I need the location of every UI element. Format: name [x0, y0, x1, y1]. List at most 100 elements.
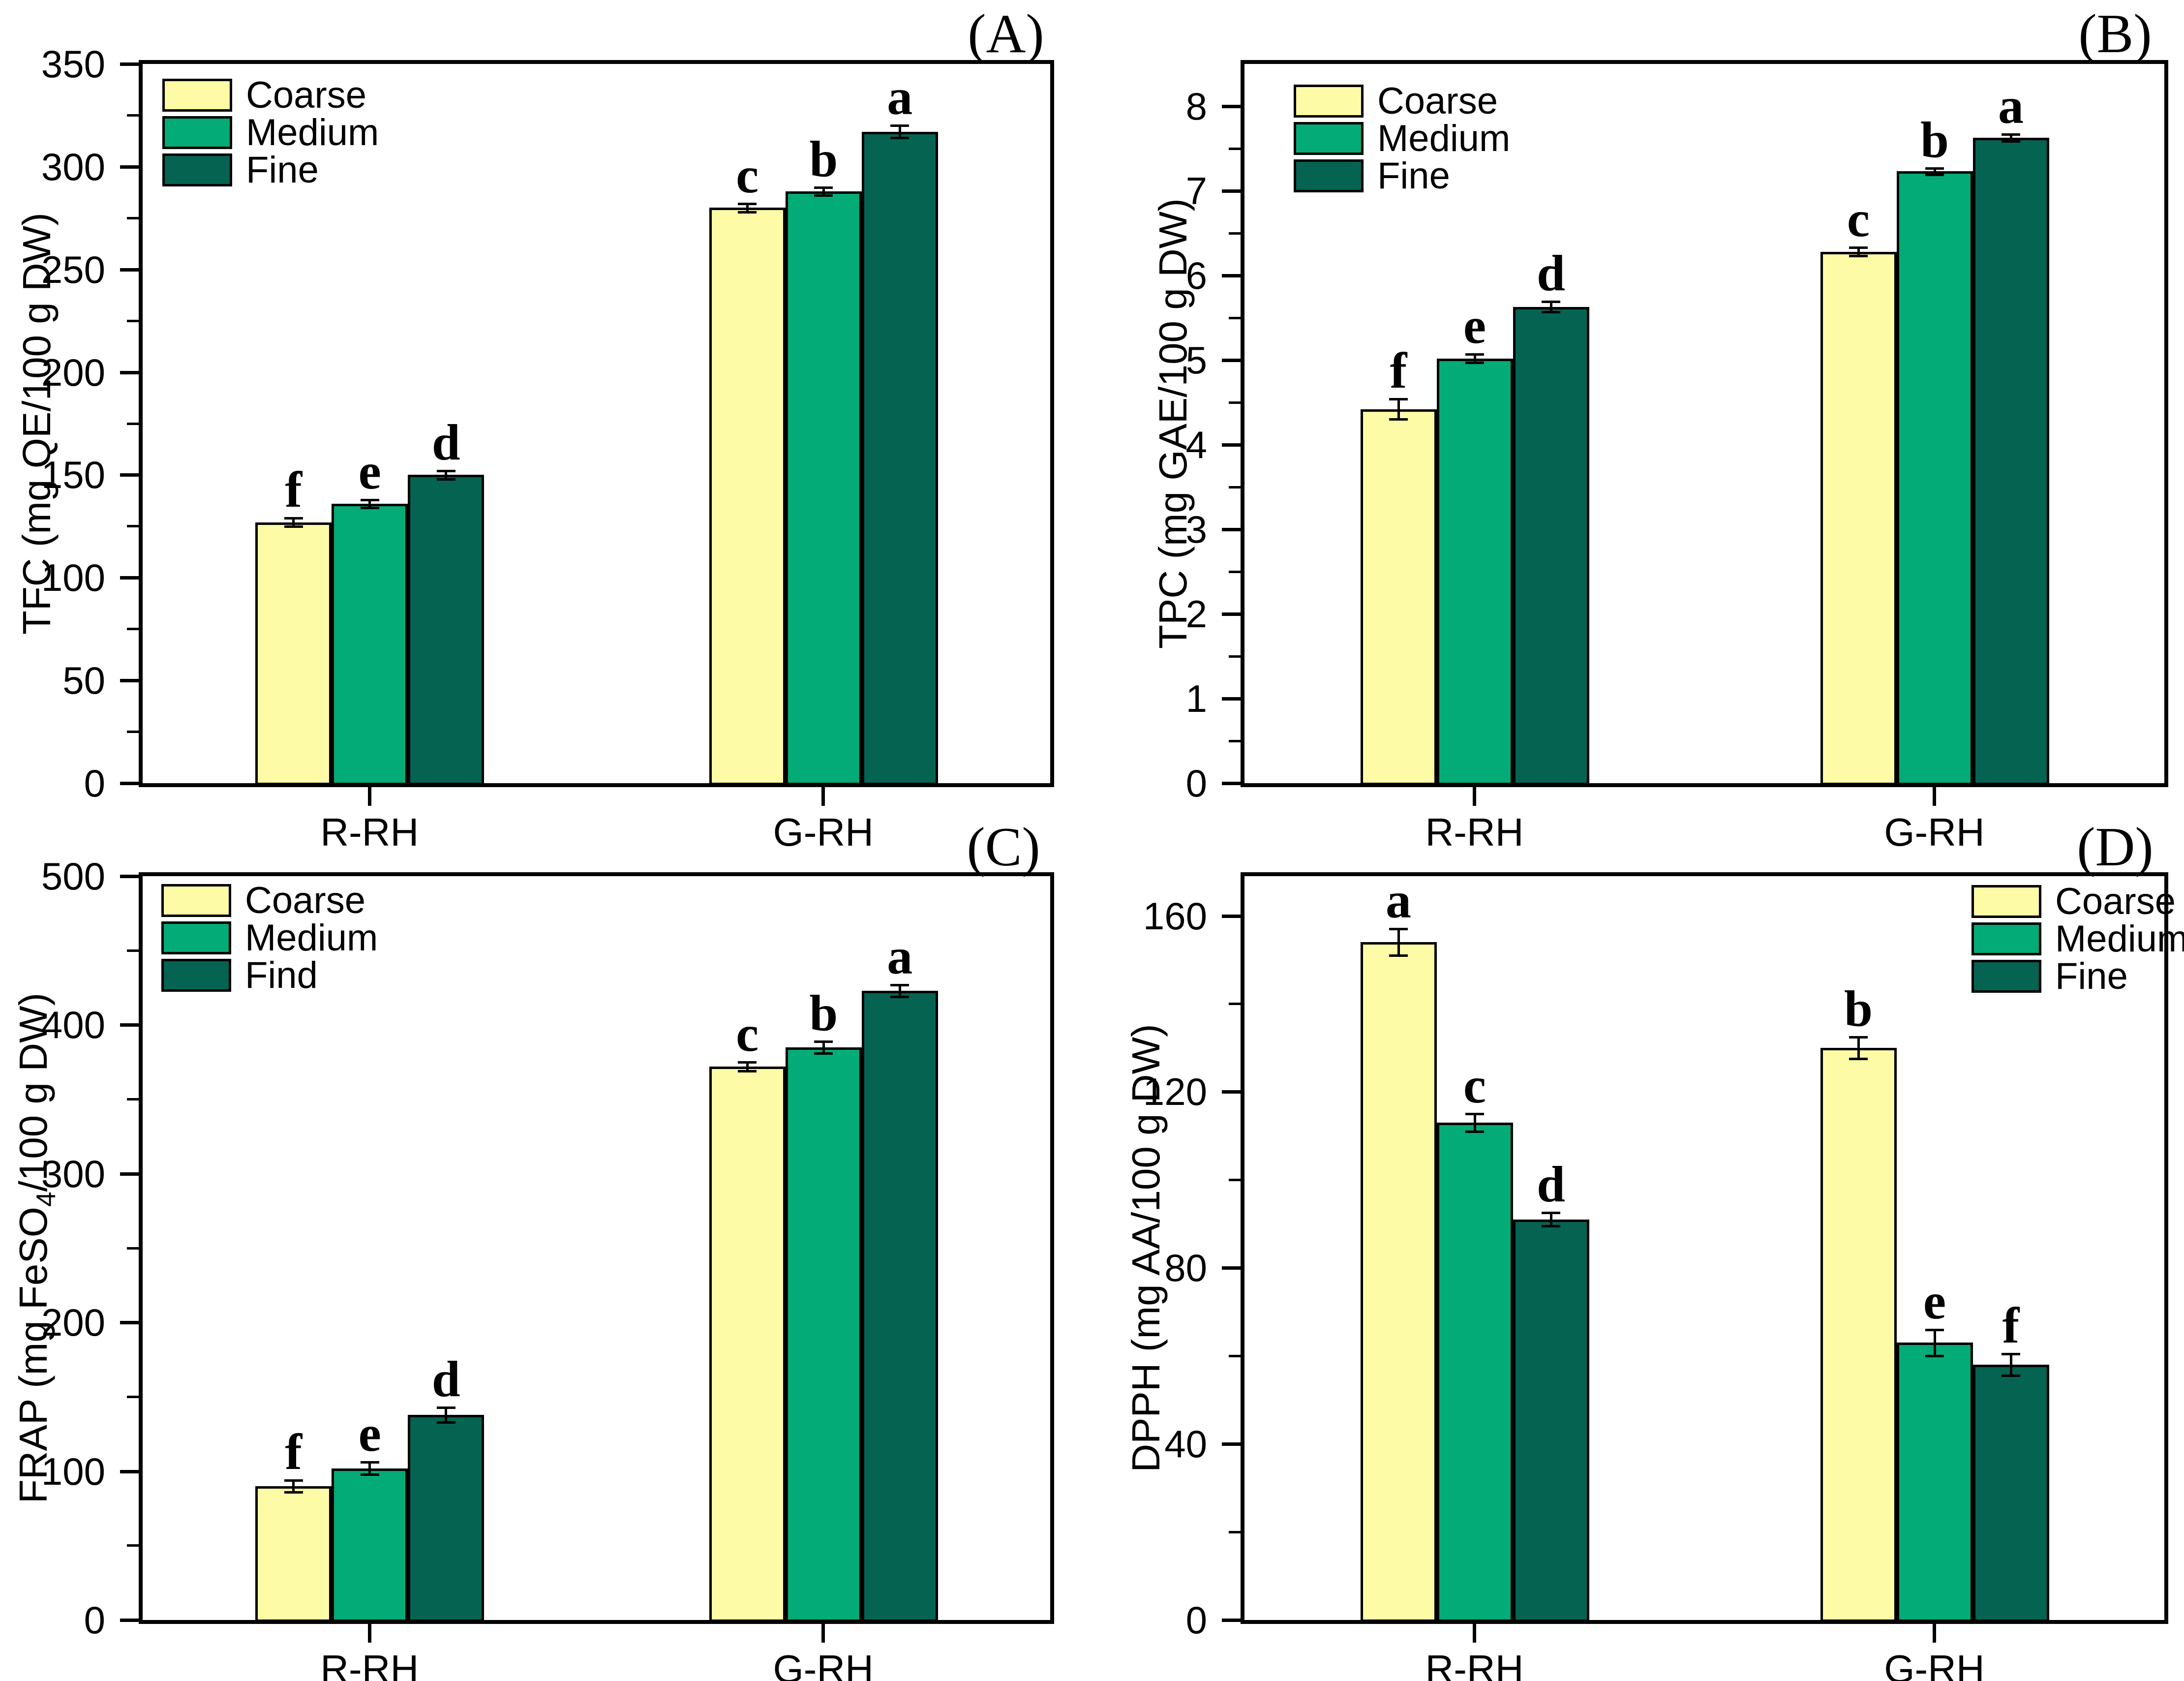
y-minor-tick	[1229, 1530, 1241, 1533]
error-bar-cap-bottom	[738, 211, 757, 214]
legend-label-fine: Fine	[2055, 955, 2128, 997]
bar-coarse-g-rh	[1820, 251, 1897, 785]
panel-label-B: (B)	[2078, 3, 2152, 64]
error-bar-cap-top	[1465, 353, 1484, 356]
legend-swatch-fine	[1972, 960, 2041, 993]
error-bar-cap-bottom	[360, 507, 379, 510]
error-bar-cap-top	[284, 1479, 303, 1482]
y-minor-tick	[1229, 655, 1241, 658]
legend-label-medium: Medium	[246, 112, 379, 153]
error-bar-cap-top	[360, 1461, 379, 1464]
bar-medium-r-rh	[1436, 358, 1513, 785]
bar-coarse-r-rh	[1360, 942, 1437, 1622]
plot-frame-B	[1241, 60, 2168, 787]
y-minor-tick	[127, 1098, 139, 1101]
y-minor-tick	[127, 422, 139, 425]
bar-coarse-r-rh	[255, 1486, 332, 1622]
significance-letter: e	[358, 443, 381, 500]
error-bar-cap-bottom	[1849, 255, 1868, 258]
significance-letter: f	[1390, 342, 1407, 399]
error-bar	[1933, 168, 1936, 175]
error-bar-cap-bottom	[1389, 418, 1408, 421]
significance-letter: a	[887, 69, 913, 126]
y-tick-label: 0	[1185, 762, 1207, 805]
y-minor-tick	[127, 1247, 139, 1250]
error-bar-cap-bottom	[814, 194, 833, 197]
error-bar-cap-top	[1389, 928, 1408, 931]
error-bar-cap-bottom	[436, 1421, 455, 1424]
error-bar-cap-top	[738, 203, 757, 206]
x-major-tick	[367, 1624, 371, 1643]
y-major-tick	[1222, 105, 1241, 108]
y-minor-tick	[1229, 570, 1241, 573]
y-tick-label: 120	[1143, 1070, 1207, 1114]
y-major-tick	[1222, 612, 1241, 616]
y-minor-tick	[127, 1395, 139, 1398]
significance-letter: a	[1998, 77, 2024, 134]
error-bar-cap-bottom	[436, 478, 455, 481]
legend-label-find: Find	[245, 954, 318, 996]
legend-swatch-fine	[1294, 159, 1364, 192]
y-major-tick	[120, 679, 139, 683]
bar-fine-g-rh	[861, 131, 938, 785]
error-bar	[1549, 1213, 1552, 1226]
y-major-tick	[120, 62, 139, 66]
x-category-label: R-RH	[1425, 810, 1524, 854]
error-bar	[1857, 1037, 1860, 1059]
y-tick-label: 100	[41, 556, 105, 600]
error-bar	[1549, 302, 1552, 312]
x-major-tick	[1933, 787, 1936, 806]
error-bar-cap-bottom	[284, 1491, 303, 1494]
y-major-tick	[120, 1469, 139, 1473]
error-bar	[1857, 247, 1860, 256]
legend-label-coarse: Coarse	[245, 880, 365, 921]
bar-coarse-g-rh	[709, 1067, 786, 1622]
error-bar-cap-bottom	[360, 1473, 379, 1476]
error-bar	[822, 1041, 825, 1053]
significance-letter: b	[809, 984, 838, 1041]
bar-fine-r-rh	[1513, 306, 1589, 785]
y-major-tick	[120, 1321, 139, 1325]
legend-swatch-coarse	[161, 884, 231, 917]
x-major-tick	[367, 787, 371, 806]
error-bar-cap-top	[1389, 398, 1408, 401]
y-major-tick	[1222, 189, 1241, 193]
x-major-tick	[1933, 1624, 1936, 1643]
x-category-label: G-RH	[773, 810, 874, 854]
y-minor-tick	[127, 949, 139, 952]
legend-swatch-find	[161, 959, 231, 992]
legend-swatch-medium	[1294, 122, 1364, 155]
y-tick-label: 300	[41, 145, 105, 188]
error-bar	[1473, 1114, 1476, 1131]
x-major-tick	[1473, 1624, 1476, 1643]
bar-fine-r-rh	[1513, 1219, 1589, 1622]
x-major-tick	[821, 1624, 825, 1643]
legend-label-fine: Fine	[1377, 155, 1450, 197]
error-bar	[445, 1407, 448, 1422]
error-bar	[1397, 399, 1400, 420]
panel-label-A: (A)	[968, 3, 1044, 64]
y-minor-tick	[1229, 1354, 1241, 1357]
y-tick-label: 200	[41, 1301, 105, 1345]
legend-label-medium: Medium	[2055, 918, 2184, 960]
bar-fine-g-rh	[1972, 1365, 2049, 1622]
error-bar	[292, 1480, 295, 1492]
significance-letter: f	[285, 1423, 303, 1480]
y-minor-tick	[127, 628, 139, 631]
y-minor-tick	[127, 731, 139, 734]
y-major-tick	[1222, 359, 1241, 362]
significance-letter: b	[809, 130, 838, 187]
y-minor-tick	[127, 114, 139, 117]
error-bar	[2009, 1353, 2012, 1376]
error-bar-cap-bottom	[1542, 1225, 1560, 1228]
error-bar-cap-bottom	[890, 995, 910, 998]
error-bar-cap-top	[1849, 1036, 1868, 1039]
y-axis-title-text: FRAP (mg FeSO	[11, 1207, 55, 1504]
y-minor-tick	[1229, 739, 1241, 742]
error-bar-cap-bottom	[1465, 362, 1484, 365]
y-axis-title-B: TPC (mg GAE/100 g DW)	[1150, 64, 1197, 783]
bar-coarse-g-rh	[709, 208, 786, 785]
error-bar-cap-bottom	[284, 525, 303, 528]
y-tick-label: 7	[1185, 169, 1207, 213]
x-category-label: R-RH	[1425, 1647, 1524, 1681]
